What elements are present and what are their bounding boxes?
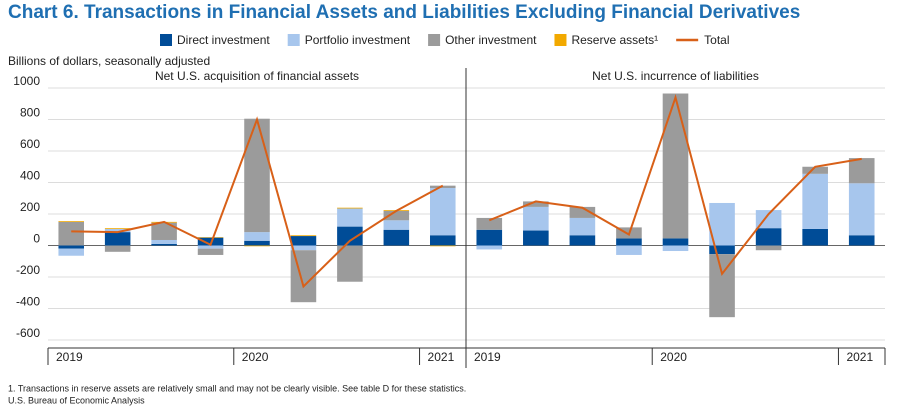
bar-segment	[755, 228, 782, 246]
total-line	[488, 93, 862, 277]
bar-segment	[58, 248, 84, 256]
panel-subtitle: Net U.S. incurrence of liabilities	[592, 69, 759, 83]
bar-segment	[848, 158, 875, 184]
bar-segment	[523, 206, 549, 231]
x-tick-label: 2020	[660, 350, 687, 364]
y-tick-label: 1000	[13, 74, 40, 88]
bar-segment	[197, 245, 224, 249]
bar-segment	[104, 228, 131, 233]
chart-title: Chart 6. Transactions in Financial Asset…	[8, 2, 800, 23]
bar-segment	[802, 173, 828, 229]
bar-segment	[709, 254, 735, 318]
y-tick-label: 200	[20, 200, 40, 214]
bar-segment	[802, 166, 828, 174]
bar-segment	[848, 183, 875, 236]
x-tick-label: 2019	[474, 350, 501, 364]
bar-segment	[290, 235, 317, 237]
bar-segment	[197, 237, 224, 246]
y-tick-label: 0	[33, 232, 40, 246]
x-tick-label: 2019	[56, 350, 83, 364]
legend-label: Direct investment	[177, 33, 270, 47]
bar-segment	[244, 245, 270, 247]
bar-segment	[383, 229, 410, 246]
y-axis-label: Billions of dollars, seasonally adjusted	[8, 54, 210, 68]
bar-segment	[290, 236, 317, 246]
bar-segment	[290, 245, 317, 251]
bar-segment	[662, 238, 689, 246]
bar-segment	[802, 228, 828, 246]
bar-segment	[616, 245, 642, 255]
bar-segment	[430, 245, 456, 247]
bar-segment	[476, 229, 503, 246]
bar-segment	[337, 245, 363, 282]
bar-segment	[244, 118, 270, 233]
bar-segment	[569, 217, 596, 236]
bar-segment	[709, 245, 735, 255]
bar-segment	[616, 238, 642, 246]
legend-swatch	[287, 34, 300, 46]
bar-segment	[569, 235, 596, 246]
legend-label: Portfolio investment	[305, 33, 411, 47]
bar-segment	[848, 235, 875, 246]
y-tick-label: -400	[16, 295, 40, 309]
bar-segment	[662, 245, 689, 252]
bar-segment	[662, 93, 689, 239]
bar-segment	[104, 245, 131, 252]
legend-label: Other investment	[445, 33, 537, 47]
legend-swatch	[554, 34, 567, 46]
bar-segment	[523, 230, 549, 246]
bar-segment	[755, 245, 782, 251]
x-tick-label: 2020	[242, 350, 269, 364]
y-tick-label: -200	[16, 263, 40, 277]
bar-segment	[58, 221, 84, 246]
bar-segment	[430, 188, 456, 236]
source: U.S. Bureau of Economic Analysis	[8, 395, 145, 405]
bar-segment	[523, 201, 549, 207]
bar-segment	[337, 207, 363, 209]
y-tick-label: 800	[20, 106, 40, 120]
bar-segment	[151, 222, 177, 240]
panel-subtitle: Net U.S. acquisition of financial assets	[155, 69, 359, 83]
bar-segment	[430, 235, 456, 246]
legend-swatch	[428, 34, 441, 46]
y-tick-label: 600	[20, 137, 40, 151]
bar-segment	[476, 217, 503, 230]
bar-segment	[430, 185, 456, 189]
footnote: 1. Transactions in reserve assets are re…	[8, 383, 466, 393]
bar-segment	[337, 208, 363, 227]
bar-segment	[151, 243, 177, 246]
x-tick-label: 2021	[846, 350, 873, 364]
legend-swatch	[160, 34, 172, 46]
total-line	[71, 116, 444, 289]
bar-segment	[104, 232, 131, 246]
x-tick-label: 2021	[428, 350, 455, 364]
bar-segment	[244, 240, 270, 246]
bar-segment	[569, 206, 596, 218]
bar-segment	[197, 248, 224, 255]
bar-segment	[337, 226, 363, 246]
bar-segment	[383, 220, 410, 230]
y-tick-label: -600	[16, 326, 40, 340]
bar-segment	[58, 245, 84, 249]
bar-segment	[104, 228, 131, 229]
legend-label: Reserve assets¹	[571, 33, 658, 47]
bar-segment	[151, 239, 177, 244]
legend-label: Total	[704, 33, 729, 47]
bar-segment	[383, 210, 410, 221]
y-tick-label: 400	[20, 169, 40, 183]
bar-segment	[58, 221, 84, 222]
bar-segment	[476, 245, 503, 250]
bar-segment	[244, 232, 270, 241]
